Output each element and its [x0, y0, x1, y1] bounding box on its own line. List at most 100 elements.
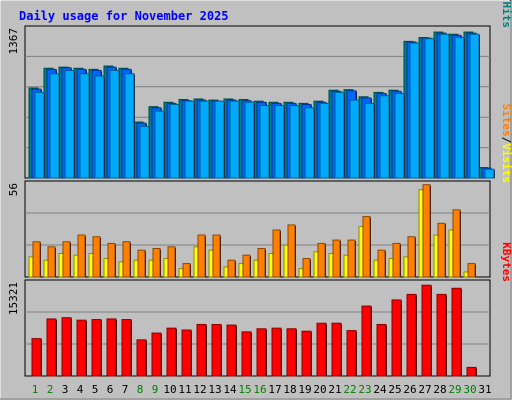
bar — [334, 91, 345, 179]
bar — [139, 125, 150, 179]
bar — [169, 103, 180, 179]
bar — [422, 184, 431, 278]
bar — [182, 263, 191, 278]
bar — [376, 323, 387, 377]
bar — [151, 332, 162, 377]
bar — [437, 222, 446, 278]
legend-entry-kbytes: KBytes — [500, 242, 512, 282]
legend-separator: / — [500, 137, 512, 144]
bar — [484, 168, 495, 179]
bar — [409, 42, 420, 179]
bar — [229, 100, 240, 179]
x-tick-label: 6 — [107, 383, 114, 396]
x-tick-label: 4 — [77, 383, 84, 396]
bar — [304, 107, 315, 179]
x-tick-label: 22 — [343, 383, 356, 396]
x-tick-label: 21 — [328, 383, 341, 396]
bar — [319, 102, 330, 179]
x-tick-label: 16 — [253, 383, 266, 396]
x-tick-label: 10 — [163, 383, 176, 396]
x-tick-label: 8 — [137, 383, 144, 396]
legend-entry-hits: Hits — [500, 2, 512, 29]
x-tick-label: 11 — [178, 383, 191, 396]
bar — [436, 293, 447, 377]
bar — [451, 287, 462, 377]
bar — [364, 102, 375, 179]
chart-panels: 1367Pages/Files/Hits56Sites/Visits15321K… — [7, 0, 512, 377]
bar — [244, 101, 255, 179]
bar — [167, 246, 176, 278]
bar — [286, 328, 297, 377]
bar — [361, 305, 372, 377]
series-pages — [34, 33, 495, 179]
y-max-label: 15321 — [7, 282, 20, 315]
y-max-label: 1367 — [7, 28, 20, 55]
series-kbytes — [31, 284, 477, 377]
bar — [259, 105, 270, 179]
bar — [302, 258, 311, 278]
bar — [347, 239, 356, 278]
bar — [61, 317, 72, 377]
legend: Sites/Visits — [500, 104, 512, 184]
bar — [467, 263, 476, 278]
bar — [197, 234, 206, 278]
bar — [181, 329, 192, 377]
bar — [257, 247, 266, 278]
bar — [94, 75, 105, 179]
legend-entry-sites: Sites — [500, 104, 512, 137]
bar — [109, 69, 120, 179]
bar — [289, 105, 300, 179]
bar — [77, 234, 86, 278]
bar — [452, 209, 461, 278]
bar — [46, 318, 57, 377]
bar — [439, 33, 450, 179]
x-tick-label: 13 — [208, 383, 221, 396]
x-tick-label: 12 — [193, 383, 206, 396]
bar — [271, 327, 282, 377]
x-tick-label: 15 — [238, 383, 251, 396]
bar — [79, 73, 90, 179]
y-max-label: 56 — [7, 183, 20, 196]
x-tick-label: 17 — [268, 383, 281, 396]
bar — [272, 229, 281, 278]
bar — [92, 236, 101, 278]
bar — [184, 100, 195, 179]
x-tick-label: 30 — [463, 383, 476, 396]
bar — [469, 33, 480, 179]
x-tick-label: 3 — [62, 383, 69, 396]
hits-panel: 1367 Pages/Files/Hits — [7, 0, 512, 179]
bar — [392, 242, 401, 278]
x-tick-label: 2 — [47, 383, 54, 396]
bar — [362, 216, 371, 278]
x-tick-label: 31 — [478, 383, 491, 396]
x-tick-label: 27 — [418, 383, 431, 396]
bar — [242, 254, 251, 278]
bar — [287, 224, 296, 278]
bar — [394, 93, 405, 179]
bar — [346, 330, 357, 377]
x-tick-label: 9 — [152, 383, 159, 396]
kbytes-panel: 15321 KBytes — [7, 242, 512, 377]
bar — [106, 318, 117, 377]
x-tick-label: 14 — [223, 383, 237, 396]
bar — [241, 331, 252, 377]
bar — [316, 322, 327, 377]
bar — [227, 259, 236, 278]
x-tick-label: 29 — [448, 383, 461, 396]
bar — [301, 330, 312, 377]
bar — [64, 69, 75, 179]
bar — [379, 95, 390, 179]
bar — [214, 100, 225, 179]
bar — [196, 323, 207, 377]
chart-title: Daily usage for November 2025 — [19, 9, 229, 23]
bar — [166, 327, 177, 377]
bar — [454, 37, 465, 179]
x-tick-label: 1 — [32, 383, 39, 396]
bar — [34, 91, 45, 179]
bar — [154, 110, 165, 179]
bar — [256, 328, 267, 377]
bar — [122, 241, 131, 278]
bar — [331, 322, 342, 377]
bar — [391, 299, 402, 377]
